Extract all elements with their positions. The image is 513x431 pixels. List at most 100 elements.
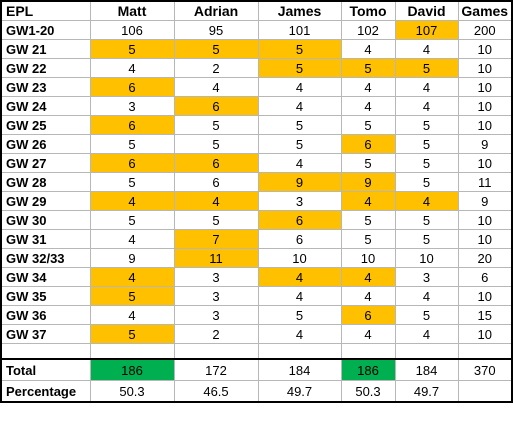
total-label[interactable]: Total <box>0 358 91 381</box>
score-cell[interactable]: 5 <box>394 58 459 78</box>
column-header-tomo[interactable]: Tomo <box>340 0 396 21</box>
score-cell[interactable]: 4 <box>257 286 342 306</box>
score-cell[interactable]: 5 <box>394 115 459 135</box>
score-cell[interactable]: 9 <box>257 172 342 192</box>
score-cell[interactable]: 4 <box>89 267 175 287</box>
score-cell[interactable]: 95 <box>173 20 259 40</box>
score-cell[interactable]: 10 <box>457 39 513 59</box>
row-label[interactable]: GW 23 <box>0 77 91 97</box>
score-cell[interactable]: 5 <box>173 39 259 59</box>
score-cell[interactable]: 5 <box>89 210 175 230</box>
score-cell[interactable]: 10 <box>457 324 513 344</box>
score-cell[interactable]: 3 <box>173 267 259 287</box>
row-label[interactable]: GW 30 <box>0 210 91 230</box>
score-cell[interactable]: 6 <box>173 153 259 173</box>
score-cell[interactable]: 5 <box>89 134 175 154</box>
score-cell[interactable]: 10 <box>340 248 396 268</box>
corner-cell[interactable]: EPL <box>0 0 91 21</box>
score-cell[interactable]: 101 <box>257 20 342 40</box>
score-cell[interactable]: 5 <box>89 286 175 306</box>
score-cell[interactable]: 200 <box>457 20 513 40</box>
row-label[interactable]: GW 27 <box>0 153 91 173</box>
score-cell[interactable]: 4 <box>394 77 459 97</box>
score-cell[interactable]: 9 <box>457 134 513 154</box>
blank-cell[interactable] <box>89 343 175 360</box>
score-cell[interactable]: 5 <box>394 134 459 154</box>
score-cell[interactable]: 6 <box>457 267 513 287</box>
blank-cell[interactable] <box>394 343 459 360</box>
score-cell[interactable]: 10 <box>457 153 513 173</box>
score-cell[interactable]: 5 <box>173 210 259 230</box>
score-cell[interactable]: 15 <box>457 305 513 325</box>
column-header-games[interactable]: Games <box>457 0 513 21</box>
score-cell[interactable]: 6 <box>89 153 175 173</box>
score-cell[interactable]: 6 <box>340 305 396 325</box>
column-header-david[interactable]: David <box>394 0 459 21</box>
score-cell[interactable]: 4 <box>89 229 175 249</box>
score-cell[interactable]: 5 <box>257 58 342 78</box>
row-label[interactable]: GW 28 <box>0 172 91 192</box>
score-cell[interactable]: 3 <box>173 305 259 325</box>
score-cell[interactable]: 4 <box>89 58 175 78</box>
blank-cell[interactable] <box>0 343 91 360</box>
score-cell[interactable]: 6 <box>173 172 259 192</box>
score-cell[interactable]: 6 <box>89 77 175 97</box>
row-label[interactable]: GW 35 <box>0 286 91 306</box>
score-cell[interactable]: 4 <box>173 77 259 97</box>
score-cell[interactable]: 4 <box>394 324 459 344</box>
row-label[interactable]: GW 29 <box>0 191 91 211</box>
score-cell[interactable]: 11 <box>173 248 259 268</box>
score-cell[interactable]: 4 <box>394 96 459 116</box>
column-header-adrian[interactable]: Adrian <box>173 0 259 21</box>
total-cell[interactable]: 186 <box>340 358 396 381</box>
score-cell[interactable]: 2 <box>173 324 259 344</box>
score-cell[interactable]: 4 <box>394 286 459 306</box>
score-cell[interactable]: 5 <box>340 153 396 173</box>
total-cell[interactable]: 370 <box>457 358 513 381</box>
score-cell[interactable]: 5 <box>394 153 459 173</box>
blank-cell[interactable] <box>457 343 513 360</box>
score-cell[interactable]: 102 <box>340 20 396 40</box>
score-cell[interactable]: 4 <box>173 191 259 211</box>
score-cell[interactable]: 10 <box>457 210 513 230</box>
score-cell[interactable]: 20 <box>457 248 513 268</box>
score-cell[interactable]: 9 <box>340 172 396 192</box>
score-cell[interactable]: 4 <box>394 39 459 59</box>
score-cell[interactable]: 4 <box>394 191 459 211</box>
percentage-label[interactable]: Percentage <box>0 380 91 403</box>
score-cell[interactable]: 5 <box>89 324 175 344</box>
total-cell[interactable]: 184 <box>394 358 459 381</box>
percentage-cell[interactable]: 50.3 <box>89 380 175 403</box>
row-label[interactable]: GW1-20 <box>0 20 91 40</box>
score-cell[interactable]: 107 <box>394 20 459 40</box>
row-label[interactable]: GW 36 <box>0 305 91 325</box>
row-label[interactable]: GW 22 <box>0 58 91 78</box>
percentage-cell[interactable]: 50.3 <box>340 380 396 403</box>
score-cell[interactable]: 2 <box>173 58 259 78</box>
score-cell[interactable]: 5 <box>173 115 259 135</box>
score-cell[interactable]: 5 <box>257 305 342 325</box>
score-cell[interactable]: 4 <box>340 191 396 211</box>
score-cell[interactable]: 10 <box>457 96 513 116</box>
score-cell[interactable]: 4 <box>257 324 342 344</box>
score-cell[interactable]: 5 <box>394 229 459 249</box>
percentage-cell[interactable]: 49.7 <box>257 380 342 403</box>
score-cell[interactable]: 4 <box>89 191 175 211</box>
score-cell[interactable]: 3 <box>173 286 259 306</box>
row-label[interactable]: GW 26 <box>0 134 91 154</box>
score-cell[interactable]: 5 <box>257 115 342 135</box>
score-cell[interactable]: 4 <box>340 267 396 287</box>
score-cell[interactable]: 5 <box>257 39 342 59</box>
row-label[interactable]: GW 25 <box>0 115 91 135</box>
blank-cell[interactable] <box>340 343 396 360</box>
score-cell[interactable]: 10 <box>457 286 513 306</box>
score-cell[interactable]: 6 <box>173 96 259 116</box>
score-cell[interactable]: 10 <box>394 248 459 268</box>
total-cell[interactable]: 184 <box>257 358 342 381</box>
percentage-cell[interactable] <box>457 380 513 403</box>
score-cell[interactable]: 3 <box>89 96 175 116</box>
score-cell[interactable]: 3 <box>394 267 459 287</box>
score-cell[interactable]: 7 <box>173 229 259 249</box>
score-cell[interactable]: 5 <box>394 210 459 230</box>
score-cell[interactable]: 5 <box>257 134 342 154</box>
